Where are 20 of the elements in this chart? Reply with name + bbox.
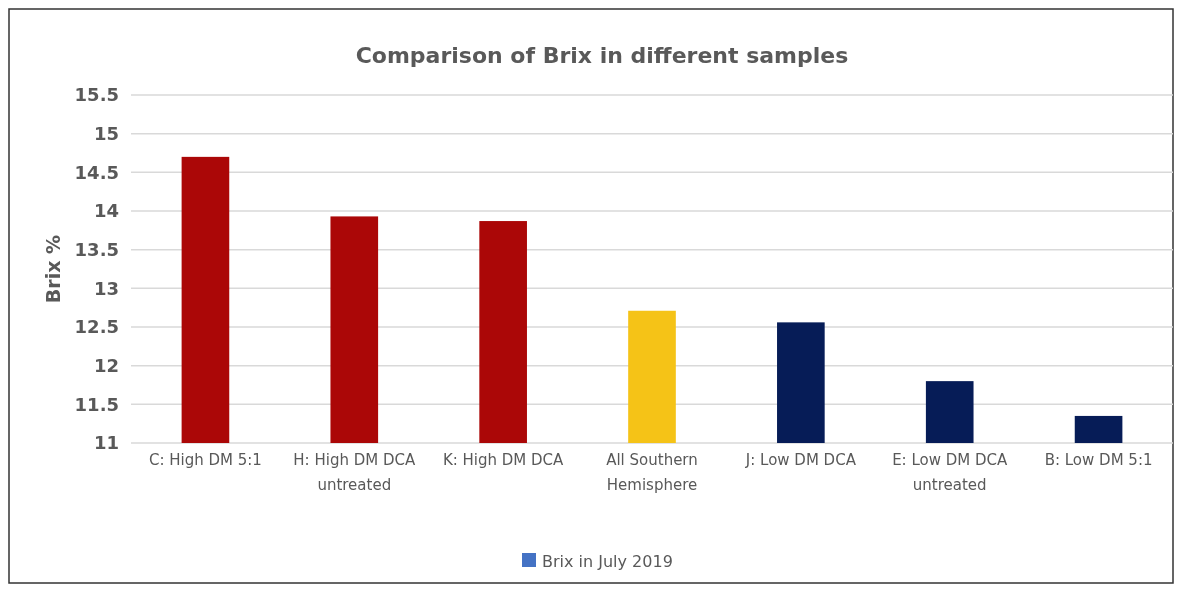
y-tick-label: 11.5	[74, 393, 119, 415]
x-tick-label: H: High DM DCA untreated	[293, 451, 416, 494]
x-tick-label: K: High DM DCA	[442, 451, 565, 469]
y-tick-label: 14	[93, 200, 119, 222]
y-tick-label: 12	[93, 354, 119, 376]
y-tick-label: 15.5	[74, 84, 119, 106]
x-tick-label: J: Low DM DCA	[744, 451, 857, 469]
text: Brix in July 2019	[542, 551, 673, 571]
y-tick-label: 13	[93, 277, 119, 299]
chart-title: Comparison of Brix in different samples	[355, 43, 849, 68]
y-tick-label: 12.5	[74, 316, 119, 338]
x-tick-label: B: Low DM 5:1	[1044, 451, 1153, 469]
x-tick-label: All Southern Hemisphere	[606, 451, 698, 494]
x-tick-label: E: Low DM DCA untreated	[892, 451, 1009, 494]
y-tick-label: 11	[93, 432, 119, 454]
y-tick-label: 15	[93, 122, 119, 144]
y-tick-label: 14.5	[74, 161, 119, 183]
y-tick-label: 13.5	[74, 238, 119, 260]
y-axis-title: Brix %	[42, 234, 64, 304]
x-tick-label: C: High DM 5:1	[148, 451, 262, 469]
